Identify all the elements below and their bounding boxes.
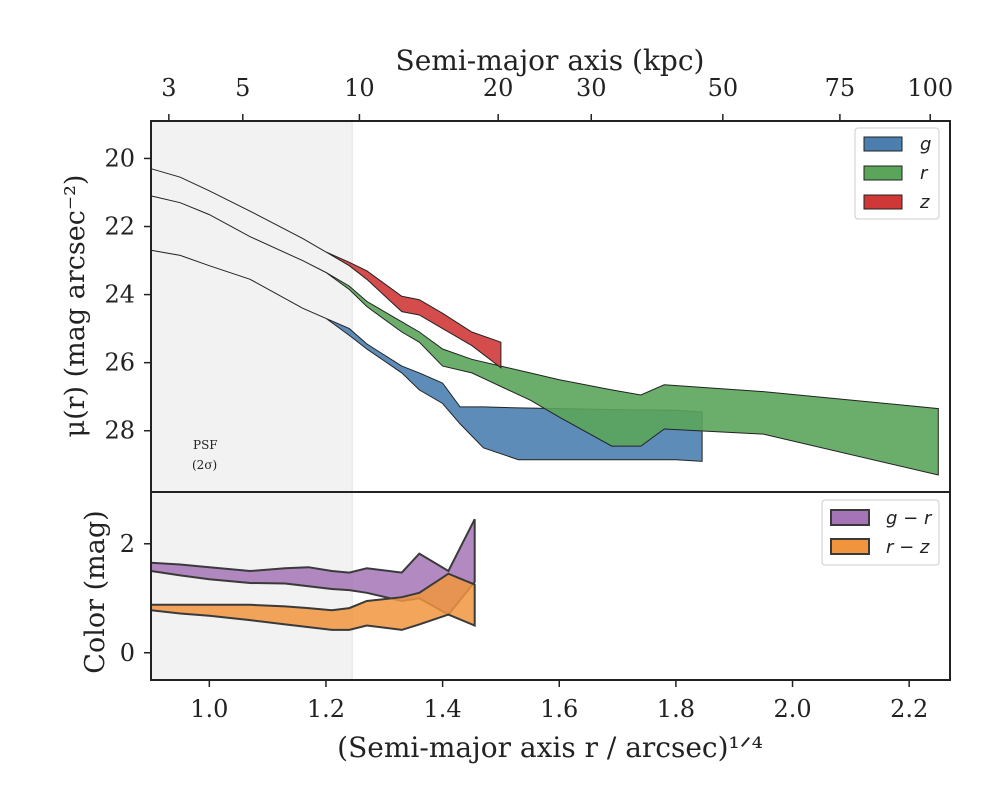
- color-plot-frame: [150, 491, 951, 681]
- sb-y-tick-label: 26: [104, 349, 135, 377]
- sb-legend: grz: [854, 127, 940, 220]
- band-r-minus-z: [150, 572, 476, 631]
- color-y-tick-label: 2: [120, 530, 135, 558]
- color-legend: g − r r − z: [821, 499, 940, 566]
- sb-y-axis-ticks: 20 22 24 26 28: [104, 144, 151, 445]
- legend-swatch-g: [863, 136, 903, 152]
- color-panel: 02 1.0 1.2 1.4 1.6 1.8 2.0 2.2 (Semi-major axi…: [80, 491, 951, 764]
- legend-label-r: r: [920, 163, 929, 184]
- color-y-tick-label: 0: [120, 639, 135, 667]
- sb-top-axis-ticks: 3 5 10 20 30 50 75 100: [161, 74, 953, 121]
- sb-y-tick-label: 24: [104, 281, 135, 309]
- legend-swatch-r-minus-z: [830, 538, 870, 555]
- color-y-axis-label: Color (mag): [80, 510, 111, 673]
- top-x-tick-label: 30: [576, 74, 607, 102]
- band-r: [150, 195, 939, 476]
- sb-panel: PSF (2σ) 20 22 24 26 28 3 5 10 20 30 50 75 100 Semi…: [60, 44, 953, 493]
- sb-y-tick-label: 22: [104, 213, 135, 241]
- legend-swatch-z: [863, 194, 903, 210]
- top-x-axis-label: Semi-major axis (kpc): [396, 44, 705, 77]
- x-tick-label: 1.4: [424, 695, 462, 723]
- legend-label-r-minus-z: r − z: [886, 537, 930, 558]
- top-x-tick-label: 10: [344, 74, 375, 102]
- sb-y-tick-label: 28: [104, 417, 135, 445]
- legend-swatch-g-minus-r: [830, 509, 870, 526]
- color-series-group: [150, 518, 476, 631]
- psf-annotation-line2: (2σ): [192, 458, 217, 472]
- x-tick-label: 2.0: [773, 695, 811, 723]
- top-x-tick-label: 5: [235, 74, 250, 102]
- x-tick-label: 1.0: [190, 695, 228, 723]
- psf-shaded-region: [151, 121, 353, 492]
- sb-y-axis-label: μ(r) (mag arcsec⁻²): [60, 175, 91, 438]
- x-tick-label: 1.6: [540, 695, 578, 723]
- legend-label-g: g: [920, 134, 931, 155]
- x-tick-label: 1.8: [657, 695, 695, 723]
- top-x-tick-label: 75: [825, 74, 856, 102]
- sb-y-tick-label: 20: [104, 144, 135, 172]
- band-g-minus-r: [150, 518, 476, 616]
- top-x-tick-label: 3: [161, 74, 176, 102]
- x-tick-label: 2.2: [890, 695, 928, 723]
- top-x-tick-label: 50: [708, 74, 739, 102]
- top-x-tick-label: 100: [907, 74, 953, 102]
- top-x-tick-label: 20: [483, 74, 514, 102]
- psf-annotation-line1: PSF: [193, 438, 218, 452]
- x-axis-label: (Semi-major axis r / arcsec)¹ᐟ⁴: [337, 731, 763, 764]
- legend-label-g-minus-r: g − r: [886, 508, 933, 529]
- legend-swatch-r: [863, 165, 903, 181]
- legend-label-z: z: [919, 192, 930, 213]
- color-y-axis-ticks: 02: [120, 530, 151, 667]
- band-z: [150, 168, 502, 369]
- sb-series-group: [150, 168, 939, 476]
- color-x-axis-ticks: 1.0 1.2 1.4 1.6 1.8 2.0 2.2: [190, 680, 928, 723]
- x-tick-label: 1.2: [307, 695, 345, 723]
